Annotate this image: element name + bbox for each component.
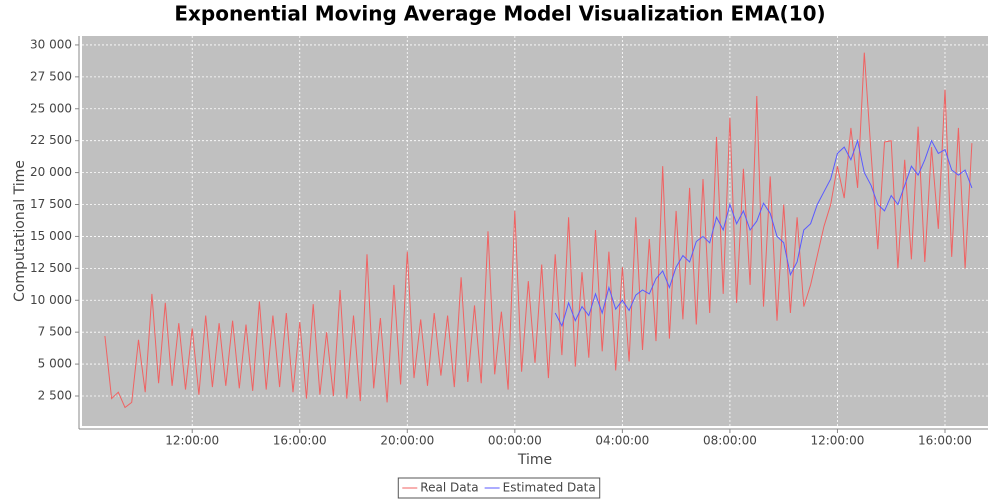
x-tick-label: 20:00:00 xyxy=(380,434,434,448)
legend-label: Estimated Data xyxy=(503,481,596,495)
series-line xyxy=(104,52,973,409)
plot-area xyxy=(82,36,988,426)
x-tick-label: 04:00:00 xyxy=(595,434,649,448)
x-tick-label: 16:00:00 xyxy=(918,434,972,448)
chart-title: Exponential Moving Average Model Visuali… xyxy=(174,2,825,26)
y-tick-label: 12 500 xyxy=(30,261,72,275)
y-tick-label: 25 000 xyxy=(30,101,72,115)
x-axis-label: Time xyxy=(517,452,552,468)
y-tick-label: 5 000 xyxy=(38,357,72,371)
x-tick-label: 08:00:00 xyxy=(703,434,757,448)
y-tick-label: 2 500 xyxy=(38,389,72,403)
y-tick-label: 17 500 xyxy=(30,197,72,211)
y-tick-label: 10 000 xyxy=(30,293,72,307)
series-line xyxy=(554,138,973,328)
x-tick-label: 12:00:00 xyxy=(810,434,864,448)
x-tick-label: 00:00:00 xyxy=(488,434,542,448)
y-tick-label: 22 500 xyxy=(30,133,72,147)
y-axis-label: Computational Time xyxy=(12,160,28,302)
y-tick-label: 7 500 xyxy=(38,325,72,339)
y-tick-label: 30 000 xyxy=(30,37,72,51)
y-tick-label: 27 500 xyxy=(30,69,72,83)
legend-label: Real Data xyxy=(420,481,478,495)
x-tick-label: 12:00:00 xyxy=(165,434,219,448)
y-tick-label: 20 000 xyxy=(30,165,72,179)
y-tick-label: 15 000 xyxy=(30,229,72,243)
x-tick-label: 16:00:00 xyxy=(273,434,327,448)
